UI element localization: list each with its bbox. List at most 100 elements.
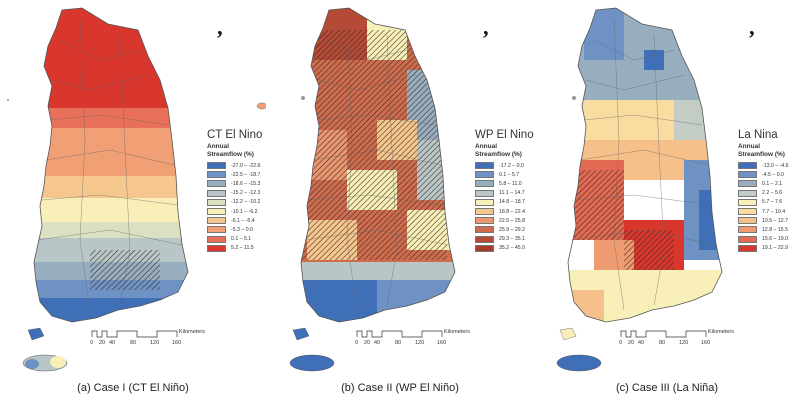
legend-swatch — [738, 226, 757, 234]
legend-swatch — [475, 244, 494, 252]
scale-tick: 0 — [355, 340, 359, 346]
legend-swatch — [475, 198, 494, 206]
caption: (b) Case II (WP El Niño) — [341, 382, 459, 394]
legend-range-label: -6.1 – -5.4 — [231, 217, 255, 224]
legend-range-label: -27.0 – -22.6 — [231, 162, 261, 169]
legend-swatch — [475, 217, 494, 225]
caption: (a) Case I (CT El Niño) — [77, 382, 189, 394]
legend-range-label: -15.2 – -12.3 — [231, 190, 261, 197]
jeju-island — [289, 354, 335, 372]
north-arrow-icon: ʼ — [482, 26, 490, 51]
legend-heading-line-1: Annual — [475, 143, 498, 150]
legend-range-label: 0.1 – 2.1 — [762, 180, 783, 187]
legend-range-label: 35.2 – 45.0 — [499, 245, 525, 252]
scale-tick: 80 — [659, 340, 666, 346]
legend-item: 5.7 – 7.6 — [738, 198, 789, 207]
legend-swatch — [475, 208, 494, 216]
map-title: CT El Nino — [207, 129, 263, 141]
legend-range-label: 10.5 – 12.7 — [762, 217, 788, 224]
scale-tick: 40 — [638, 340, 645, 346]
scale-tick: 20 — [99, 340, 106, 346]
legend-range-label: -10.1 – -6.2 — [231, 208, 258, 215]
legend-item: -27.0 – -22.6 — [207, 161, 260, 170]
scale-tick: 40 — [109, 340, 116, 346]
legend-swatch — [738, 189, 757, 197]
legend: -13.0 – -4.6 -4.5 – 0.0 0.1 – 2.1 2.2 – 5.6… — [738, 161, 789, 253]
legend-item: 5.2 – 11.5 — [207, 244, 260, 253]
scale-tick: 0 — [619, 340, 623, 346]
legend-heading-line-2: Streamflow (%) — [207, 151, 254, 158]
legend-item: -13.0 – -4.6 — [738, 161, 789, 170]
legend-range-label: -17.2 – 0.0 — [499, 162, 524, 169]
legend-range-label: -22.5 – -18.7 — [231, 171, 261, 178]
scale-unit: Kilometers — [708, 329, 734, 335]
scale-unit: Kilometers — [179, 329, 205, 335]
legend-range-label: 5.2 – 11.5 — [231, 245, 254, 252]
legend-range-label: 22.5 – 25.8 — [499, 217, 525, 224]
legend-range-label: 5.7 – 7.6 — [762, 199, 783, 206]
legend-heading-line-2: Streamflow (%) — [738, 151, 785, 158]
legend-swatch — [207, 171, 226, 179]
legend-range-label: 0.1 – 5.1 — [231, 236, 252, 243]
legend-heading: Annual Streamflow (%) — [475, 143, 522, 159]
legend-swatch — [475, 235, 494, 243]
legend-swatch — [738, 171, 757, 179]
legend-item: 0.1 – 5.7 — [475, 170, 525, 179]
panel-case-1: ʼ CT El Nino Annual Streamflow (%) -27.0… — [0, 0, 266, 404]
legend-range-label: 2.2 – 5.6 — [762, 190, 783, 197]
legend-swatch — [207, 198, 226, 206]
scale-tick: 80 — [130, 340, 137, 346]
legend-range-label: -18.6 – -15.3 — [231, 180, 261, 187]
legend-item: 25.9 – 29.2 — [475, 225, 525, 234]
legend: -17.2 – 0.0 0.1 – 5.7 5.8 – 11.0 11.1 – 14.… — [475, 161, 525, 253]
korea-map-case-2 — [289, 7, 456, 372]
legend-item: 29.3 – 35.1 — [475, 235, 525, 244]
legend-item: 35.2 – 45.0 — [475, 244, 525, 253]
panel-case-2: ʼ WP El Nino Annual Streamflow (%) -17.2… — [267, 0, 534, 404]
scale-tick: 160 — [701, 340, 711, 346]
legend-range-label: 25.9 – 29.2 — [499, 226, 525, 233]
scale-tick: 120 — [679, 340, 689, 346]
legend-heading-line-2: Streamflow (%) — [475, 151, 522, 158]
scale-bar — [620, 330, 707, 338]
legend-item: 19.1 – 22.9 — [738, 244, 789, 253]
legend-range-label: -4.5 – 0.0 — [762, 171, 784, 178]
jeju-island — [556, 354, 602, 372]
legend-swatch — [738, 244, 757, 252]
legend-swatch — [475, 171, 494, 179]
legend-item: -15.2 – -12.3 — [207, 189, 260, 198]
legend-swatch — [738, 208, 757, 216]
legend-item: 11.1 – 14.7 — [475, 189, 525, 198]
legend-heading: Annual Streamflow (%) — [207, 143, 254, 159]
scale-tick: 80 — [395, 340, 402, 346]
legend-item: 5.8 – 11.0 — [475, 179, 525, 188]
legend-swatch — [207, 180, 226, 188]
legend-swatch — [738, 217, 757, 225]
panel-case-3: ʼ La Nina Annual Streamflow (%) -13.0 – … — [534, 0, 800, 404]
legend-swatch — [207, 244, 226, 252]
legend-swatch — [207, 208, 226, 216]
legend-item: -17.2 – 0.0 — [475, 161, 525, 170]
legend-range-label: 18.8 – 22.4 — [499, 208, 525, 215]
legend-item: -6.1 – -5.4 — [207, 216, 260, 225]
scale-tick: 20 — [628, 340, 635, 346]
legend-item: -10.1 – -6.2 — [207, 207, 260, 216]
legend-range-label: 15.6 – 19.0 — [762, 236, 788, 243]
legend-item: 0.1 – 5.1 — [207, 235, 260, 244]
legend-swatch — [207, 235, 226, 243]
legend-item: -5.3 – 0.0 — [207, 225, 260, 234]
scale-bar — [356, 330, 443, 338]
scale-tick: 20 — [364, 340, 371, 346]
legend-swatch — [475, 162, 494, 170]
legend-swatch — [207, 162, 226, 170]
legend: -27.0 – -22.6 -22.5 – -18.7 -18.6 – -15.3 -… — [207, 161, 260, 253]
legend-heading-line-1: Annual — [207, 143, 230, 150]
legend-item: 7.7 – 10.4 — [738, 207, 789, 216]
map-title: La Nina — [738, 129, 778, 141]
legend-item: 18.8 – 22.4 — [475, 207, 525, 216]
scale-tick: 160 — [437, 340, 447, 346]
caption: (c) Case III (La Niña) — [615, 382, 719, 394]
legend-range-label: -13.0 – -4.6 — [762, 162, 789, 169]
legend-range-label: 7.7 – 10.4 — [762, 208, 786, 215]
legend-heading: Annual Streamflow (%) — [738, 143, 785, 159]
